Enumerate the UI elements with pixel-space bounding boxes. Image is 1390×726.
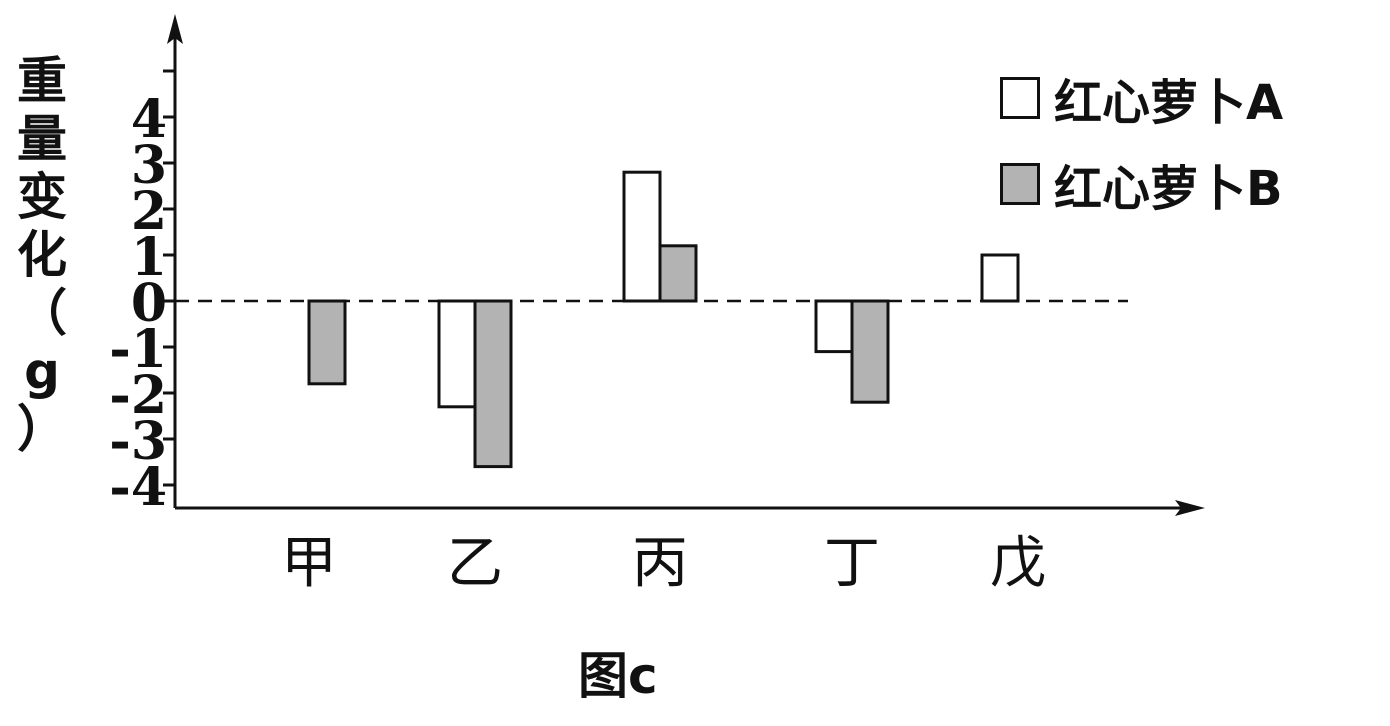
bar <box>814 299 854 354</box>
y-tick-label: 4 <box>131 89 167 150</box>
bar <box>980 253 1020 303</box>
y-tick-label: 0 <box>131 273 167 334</box>
y-tick-label: -1 <box>109 319 167 380</box>
y-tick-label: 2 <box>131 181 167 242</box>
y-tick-label: -3 <box>109 411 167 472</box>
legend-item-b: 红心萝卜B <box>1000 141 1283 227</box>
bar <box>307 299 347 386</box>
bar <box>437 299 477 409</box>
y-tick-label: 3 <box>131 135 167 196</box>
figure-caption: 图c <box>578 647 658 705</box>
axes <box>167 14 1205 516</box>
bar <box>473 299 513 469</box>
x-tick-label: 丁 <box>824 531 880 596</box>
y-axis-label-char: ） <box>17 400 67 458</box>
legend-label-b: 红心萝卜B <box>1054 161 1283 217</box>
legend: 红心萝卜A 红心萝卜B <box>1000 55 1283 227</box>
bar <box>658 244 698 303</box>
y-tick-label: 1 <box>131 227 167 288</box>
legend-item-a: 红心萝卜A <box>1000 55 1283 141</box>
y-axis-label-char: 变 <box>17 168 67 226</box>
y-axis-label-char: g <box>24 342 60 400</box>
x-tick-label: 甲 <box>281 531 337 596</box>
x-tick-label: 戊 <box>990 531 1046 596</box>
legend-swatch-a <box>1000 77 1040 119</box>
x-tick-labels: 甲乙丙丁戊 <box>281 531 1046 596</box>
y-tick-label: -4 <box>109 457 167 518</box>
bar <box>850 299 890 404</box>
bars <box>307 170 1020 469</box>
y-axis-label: 重 量 变 化 （ g ） <box>12 52 72 458</box>
y-axis-label-char: 重 <box>17 52 67 110</box>
x-axis-arrow <box>1175 500 1205 516</box>
x-tick-label: 乙 <box>447 531 503 596</box>
y-axis-label-char: 化 <box>17 226 67 284</box>
y-axis-label-char: （ <box>17 284 67 342</box>
legend-swatch-b <box>1000 163 1040 205</box>
y-axis-label-char: 量 <box>17 110 67 168</box>
bar <box>622 170 662 303</box>
y-tick-label: -2 <box>109 365 167 426</box>
y-axis-arrow <box>167 14 183 44</box>
legend-label-a: 红心萝卜A <box>1054 75 1284 131</box>
x-tick-label: 丙 <box>632 531 688 596</box>
